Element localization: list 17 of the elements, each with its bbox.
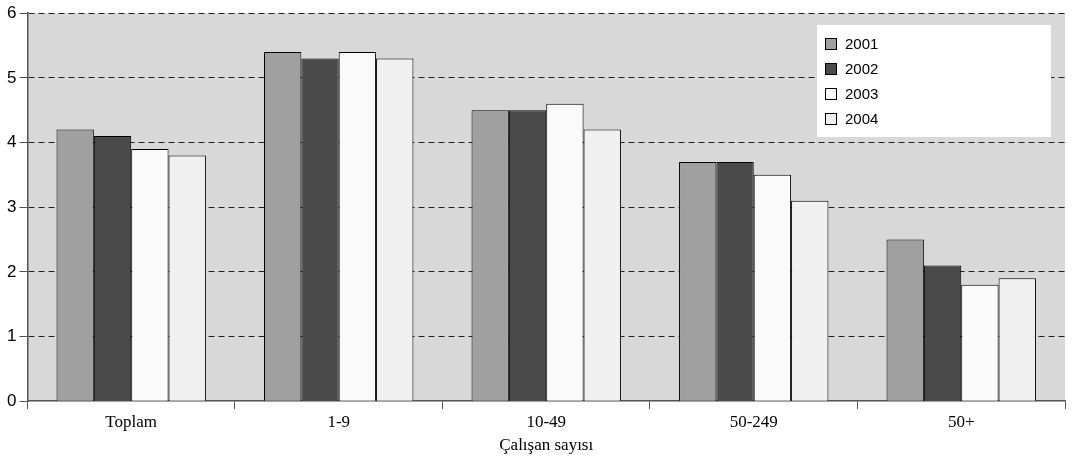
y-tick-label: 0 <box>6 390 17 410</box>
y-tick-label: 5 <box>6 67 17 87</box>
x-axis-title: Çalışan sayısı <box>499 435 594 455</box>
y-tick-label: 1 <box>6 326 17 346</box>
y-tick-label: 2 <box>6 261 17 281</box>
x-tick-label: 50-249 <box>729 411 778 431</box>
y-tick-label: 4 <box>6 132 17 152</box>
y-tick-label: 6 <box>6 2 17 22</box>
legend-label: 2002 <box>845 60 879 78</box>
legend-label: 2004 <box>845 110 879 128</box>
x-tick-label: 50+ <box>947 411 975 431</box>
x-tick-label: 1-9 <box>327 411 351 431</box>
x-tick-label: 10-49 <box>526 411 567 431</box>
legend-label: 2003 <box>845 85 879 103</box>
y-tick-label: 3 <box>6 196 17 216</box>
legend-label: 2001 <box>845 35 879 53</box>
x-tick-label: Toplam <box>105 411 158 431</box>
